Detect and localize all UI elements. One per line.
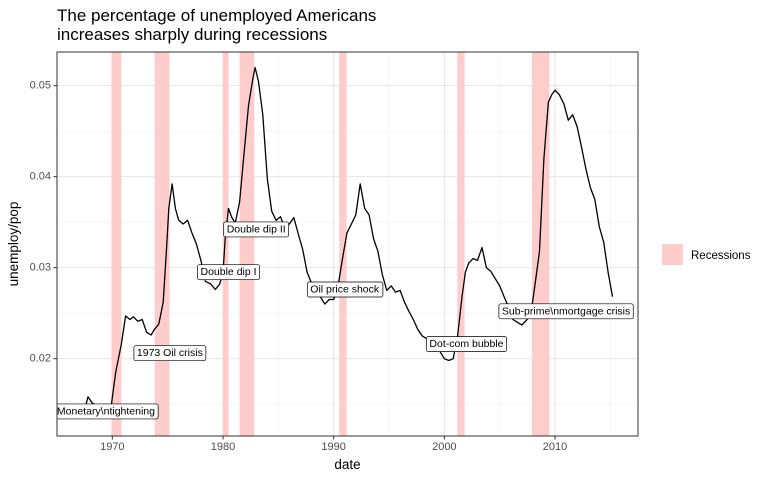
- y-axis-title: unemploy/pop: [6, 202, 21, 287]
- annotation-box: [223, 221, 290, 238]
- chart-title-line-2: increases sharply during recessions: [57, 25, 327, 44]
- legend: Recessions: [662, 244, 751, 265]
- recession-band: [223, 52, 229, 436]
- y-tick-label: 0.03: [30, 262, 51, 274]
- recession-band: [239, 52, 255, 436]
- legend-label-recessions: Recessions: [691, 250, 751, 262]
- annotation-label: 1973 Oil crisis: [137, 347, 203, 359]
- recession-band: [111, 52, 122, 436]
- recession-band: [457, 52, 465, 436]
- annotations: scal & Monetary\ntightening 1973 Oil cris…: [25, 221, 634, 420]
- recession-band: [339, 52, 347, 436]
- x-tick-label: 2010: [543, 441, 567, 453]
- x-tick-label: 1990: [321, 441, 345, 453]
- annotation-label: Double dip II: [227, 223, 286, 235]
- x-axis-title: date: [334, 457, 360, 472]
- y-tick-label: 0.05: [30, 80, 51, 92]
- annotation-box: [426, 336, 508, 352]
- annotation-label: scal & Monetary\ntightening: [25, 405, 155, 417]
- annotation: 1973 Oil crisis: [133, 345, 207, 362]
- x-tick-label: 1980: [211, 441, 235, 453]
- annotation-box: [498, 303, 634, 320]
- annotation-box: [57, 403, 159, 420]
- x-tick-label: 2000: [432, 441, 456, 453]
- plot-border: [56, 51, 639, 437]
- annotation: scal & Monetary\ntightening: [25, 403, 159, 420]
- legend-key-recessions: [662, 244, 683, 265]
- annotation: Double dip II: [223, 221, 290, 238]
- chart-title-line-1: The percentage of unemployed Americans: [57, 6, 376, 25]
- recession-bands: [111, 52, 550, 436]
- x-tick-label: 1970: [100, 441, 124, 453]
- y-tick-label: 0.02: [30, 353, 51, 365]
- chart-title: The percentage of unemployed Americans i…: [57, 6, 381, 44]
- annotation-label: Double dip I: [201, 266, 257, 278]
- annotation-label: Oil price shock: [310, 283, 380, 295]
- annotation-box: [306, 281, 384, 298]
- annotation-label: Sub-prime\nmortgage crisis: [502, 305, 630, 317]
- annotation: Double dip I: [197, 264, 260, 281]
- annotation: Oil price shock: [306, 281, 384, 298]
- y-axis: 0.02 0.03 0.04 0.05: [30, 80, 57, 365]
- annotation: Sub-prime\nmortgage crisis: [498, 303, 634, 320]
- plot-panel: [57, 52, 638, 436]
- annotation: Dot-com bubble: [426, 336, 508, 352]
- annotation-box: [197, 264, 260, 281]
- recession-band: [154, 52, 170, 436]
- x-axis: 1970 1980 1990 2000 2010: [100, 436, 567, 453]
- y-tick-label: 0.04: [30, 171, 51, 183]
- annotation-box: [133, 345, 207, 362]
- annotation-label: Dot-com bubble: [429, 338, 503, 350]
- recession-band: [531, 52, 550, 436]
